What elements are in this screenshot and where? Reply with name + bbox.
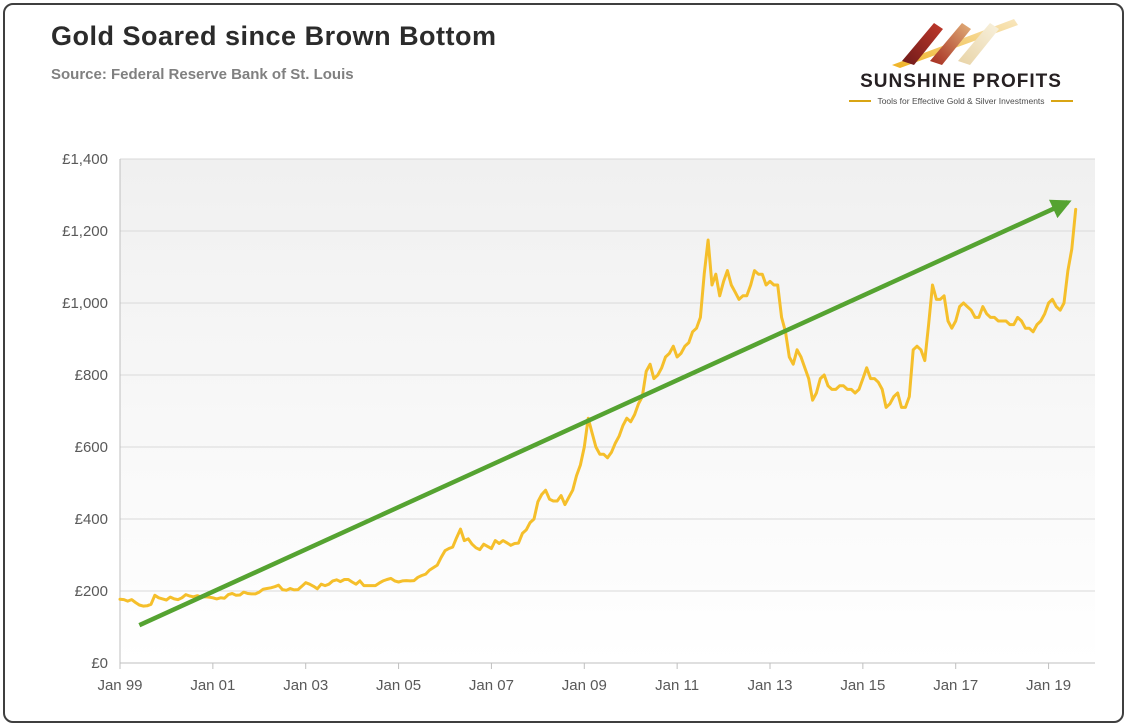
svg-text:Jan 01: Jan 01 [190, 677, 235, 694]
svg-text:Jan 15: Jan 15 [840, 677, 885, 694]
logo-tagline: Tools for Effective Gold & Silver Invest… [877, 96, 1045, 106]
svg-text:Jan 17: Jan 17 [933, 677, 978, 694]
tagline-left-rule [849, 100, 872, 102]
svg-text:Jan 07: Jan 07 [469, 677, 514, 694]
svg-text:Jan 05: Jan 05 [376, 677, 421, 694]
logo-tagline-row: Tools for Effective Gold & Silver Invest… [836, 96, 1086, 106]
logo-rays-icon [892, 19, 1018, 68]
svg-text:£400: £400 [75, 511, 108, 528]
svg-text:£1,000: £1,000 [62, 295, 108, 312]
svg-text:£200: £200 [75, 583, 108, 600]
svg-text:£1,400: £1,400 [62, 151, 108, 168]
page-title: Gold Soared since Brown Bottom [51, 21, 497, 51]
source-note: Source: Federal Reserve Bank of St. Loui… [51, 66, 354, 83]
chart-svg: £0 £200 £400 £600 £800 £1,000 £1,200 £1,400 Jan … [62, 151, 1095, 694]
svg-text:Jan 11: Jan 11 [655, 677, 699, 694]
svg-text:Jan 03: Jan 03 [283, 677, 328, 694]
header: Gold Soared since Brown Bottom Source: F… [51, 21, 497, 83]
svg-text:Jan 19: Jan 19 [1026, 677, 1071, 694]
svg-text:Jan 13: Jan 13 [747, 677, 792, 694]
svg-text:Jan 99: Jan 99 [97, 677, 142, 694]
svg-text:£800: £800 [75, 367, 108, 384]
svg-text:£1,200: £1,200 [62, 223, 108, 240]
sunshine-profits-logo: SUNSHINE PROFITS Tools for Effective Gol… [836, 15, 1086, 106]
svg-text:Jan 09: Jan 09 [562, 677, 607, 694]
logo-brand-text: SUNSHINE PROFITS [860, 71, 1062, 92]
chart-card: Gold Soared since Brown Bottom Source: F… [3, 3, 1124, 723]
svg-text:£0: £0 [91, 655, 108, 672]
tagline-right-rule [1050, 100, 1073, 102]
svg-text:£600: £600 [75, 439, 108, 456]
